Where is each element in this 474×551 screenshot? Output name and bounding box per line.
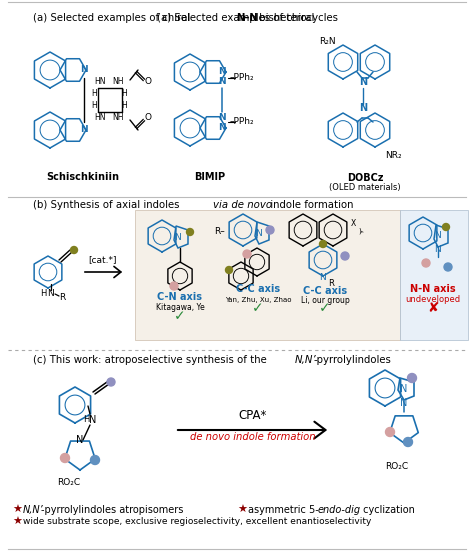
Text: N: N <box>218 68 226 77</box>
Text: RO₂C: RO₂C <box>57 478 80 487</box>
Text: N: N <box>319 273 327 283</box>
Text: N: N <box>218 78 226 87</box>
Circle shape <box>385 428 394 436</box>
Text: N,N’: N,N’ <box>23 505 44 515</box>
Circle shape <box>107 378 115 386</box>
Text: NH: NH <box>112 114 124 122</box>
Text: ★: ★ <box>237 505 247 515</box>
Text: N,N’: N,N’ <box>295 355 317 365</box>
Text: undeveloped: undeveloped <box>405 295 461 304</box>
Circle shape <box>422 259 430 267</box>
Text: N: N <box>47 289 55 299</box>
Text: ✓: ✓ <box>319 301 331 315</box>
Text: H: H <box>121 89 127 99</box>
Circle shape <box>266 226 274 234</box>
Text: [cat.*]: [cat.*] <box>89 255 117 264</box>
Text: R: R <box>328 279 334 289</box>
Text: HN: HN <box>94 78 106 87</box>
Text: Schischkiniin: Schischkiniin <box>46 172 119 182</box>
Text: N: N <box>89 415 97 425</box>
Circle shape <box>226 267 233 273</box>
Circle shape <box>403 437 412 446</box>
Circle shape <box>443 224 449 230</box>
Text: H: H <box>91 101 97 111</box>
Text: indole formation: indole formation <box>267 200 354 210</box>
Text: H: H <box>91 89 97 99</box>
Text: N: N <box>255 229 263 237</box>
Text: BIMIP: BIMIP <box>194 172 226 182</box>
Text: (a) Selected examples of chiral: (a) Selected examples of chiral <box>33 13 193 23</box>
Text: RO₂C: RO₂C <box>385 462 408 471</box>
Text: cyclization: cyclization <box>360 505 415 515</box>
Text: C-C axis: C-C axis <box>303 286 347 296</box>
Text: N–N: N–N <box>236 13 258 23</box>
Text: NH: NH <box>112 78 124 87</box>
Text: -pyrrolylindoles: -pyrrolylindoles <box>314 355 392 365</box>
Text: Li, our group: Li, our group <box>301 296 349 305</box>
Text: N: N <box>174 233 182 241</box>
Text: N-N axis: N-N axis <box>410 284 456 294</box>
Text: N: N <box>80 126 88 134</box>
Text: )ₙ: )ₙ <box>358 227 364 234</box>
Text: –PPh₂: –PPh₂ <box>230 117 255 127</box>
Text: O: O <box>145 78 152 87</box>
Text: asymmetric 5-: asymmetric 5- <box>248 505 319 515</box>
Text: N: N <box>401 384 408 394</box>
Text: ★: ★ <box>12 517 22 527</box>
Text: ★: ★ <box>12 505 22 515</box>
Text: -pyrrolylindoles atropisomers: -pyrrolylindoles atropisomers <box>41 505 183 515</box>
Text: N: N <box>401 398 408 408</box>
Text: R₂N: R₂N <box>319 37 335 46</box>
Text: N: N <box>218 123 226 132</box>
Text: N: N <box>435 245 441 253</box>
Text: –PPh₂: –PPh₂ <box>230 73 255 83</box>
Text: HN: HN <box>94 114 106 122</box>
Text: O: O <box>145 114 152 122</box>
Text: C-N axis: C-N axis <box>157 292 202 302</box>
Text: N: N <box>76 435 84 445</box>
Circle shape <box>444 263 452 271</box>
Text: (OLED materials): (OLED materials) <box>329 183 401 192</box>
Text: C-C axis: C-C axis <box>236 284 280 294</box>
Text: (b) Synthesis of axial indoles: (b) Synthesis of axial indoles <box>33 200 183 210</box>
Circle shape <box>341 252 349 260</box>
Text: R: R <box>59 294 65 302</box>
Text: N: N <box>435 231 441 240</box>
FancyBboxPatch shape <box>400 210 468 340</box>
Circle shape <box>91 456 100 464</box>
Circle shape <box>408 374 417 382</box>
Text: ✓: ✓ <box>252 301 264 315</box>
Text: R–: R– <box>214 228 225 236</box>
Circle shape <box>71 246 78 253</box>
Text: X: X <box>350 219 356 228</box>
Text: H: H <box>40 289 46 299</box>
Text: de novo indole formation: de novo indole formation <box>190 432 316 442</box>
FancyBboxPatch shape <box>135 210 400 340</box>
Text: NR₂: NR₂ <box>385 150 401 159</box>
Text: wide substrate scope, exclusive regioselectivity, excellent enantioselectivity: wide substrate scope, exclusive regiosel… <box>23 517 371 526</box>
Text: (c) This work: atroposelective synthesis of the: (c) This work: atroposelective synthesis… <box>33 355 270 365</box>
Text: H: H <box>83 415 89 424</box>
Text: Yan, Zhu, Xu, Zhao: Yan, Zhu, Xu, Zhao <box>225 297 291 303</box>
Text: ✓: ✓ <box>174 309 186 323</box>
Text: Kitagawa, Ye: Kitagawa, Ye <box>155 303 204 312</box>
Text: DOBCz: DOBCz <box>347 173 383 183</box>
Text: ✘: ✘ <box>427 301 439 315</box>
Text: bisheterocycles: bisheterocycles <box>256 13 338 23</box>
Text: (a) Selected examples of chiral: (a) Selected examples of chiral <box>157 13 317 23</box>
Circle shape <box>170 282 178 290</box>
Text: via de novo: via de novo <box>213 200 272 210</box>
Circle shape <box>186 229 193 235</box>
Text: CPA*: CPA* <box>239 409 267 422</box>
Text: N: N <box>359 103 367 113</box>
Text: endo-dig: endo-dig <box>318 505 361 515</box>
Text: H: H <box>121 101 127 111</box>
Text: N: N <box>218 114 226 122</box>
Circle shape <box>319 240 327 247</box>
Circle shape <box>61 453 70 462</box>
Text: N: N <box>359 77 367 87</box>
Text: N: N <box>80 66 88 74</box>
Circle shape <box>243 250 251 258</box>
